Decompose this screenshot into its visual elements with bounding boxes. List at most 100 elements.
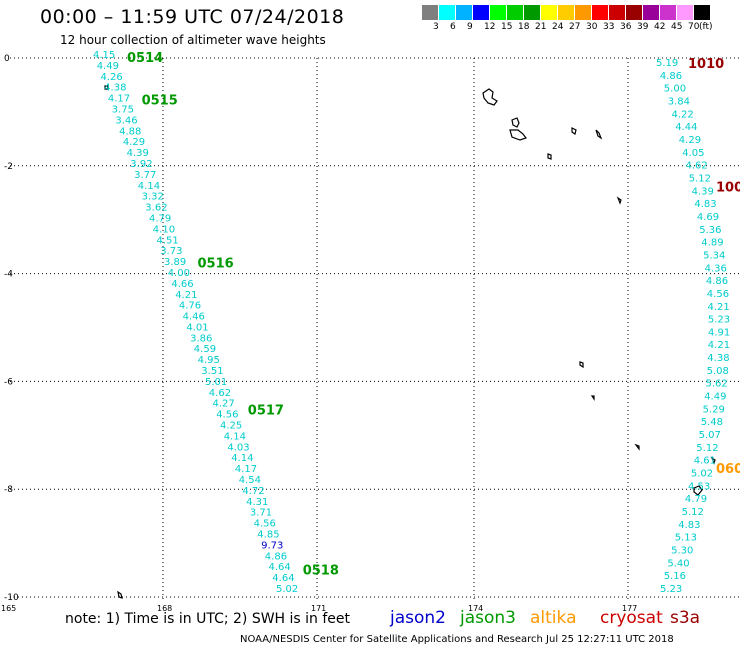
footer-credit: NOAA/NESDIS Center for Satellite Applica…	[240, 634, 674, 645]
legend-swatch	[592, 5, 608, 20]
swh-value: 3.84	[668, 97, 690, 108]
legend-label: 27	[569, 22, 581, 32]
island-markers	[104, 85, 716, 599]
x-tick-label: 174	[468, 604, 483, 613]
swh-value: 3.89	[164, 257, 186, 268]
swh-value: 4.49	[97, 61, 119, 72]
legend-label: 45	[671, 22, 683, 32]
swh-value: 4.17	[235, 464, 257, 475]
legend-swatch	[643, 5, 659, 20]
satellite-jason3: jason3	[460, 608, 516, 628]
swh-value: 4.03	[227, 442, 249, 453]
swh-value: 3.86	[190, 333, 212, 344]
swh-value: 5.23	[708, 315, 730, 326]
swh-value: 4.22	[672, 109, 694, 120]
legend-swatch	[558, 5, 574, 20]
time-label: 100	[716, 181, 740, 196]
swh-value: 4.15	[93, 50, 115, 61]
swh-value: 4.91	[708, 327, 730, 338]
legend-label: 33	[603, 22, 615, 32]
time-label: 0517	[248, 403, 284, 418]
legend-swatch	[626, 5, 642, 20]
time-label: 060	[716, 462, 740, 477]
legend-swatch	[609, 5, 625, 20]
swh-value: 5.48	[701, 417, 723, 428]
swh-value: 4.64	[272, 573, 294, 584]
swh-value: 4.83	[678, 520, 700, 531]
swh-value: 4.59	[194, 344, 216, 355]
swh-value: 4.39	[127, 148, 149, 159]
swh-value: 4.14	[231, 453, 253, 464]
x-tick-label: 165	[1, 604, 16, 613]
swh-value: 4.21	[708, 302, 730, 313]
swh-value: 5.02	[691, 469, 713, 480]
swh-value: 4.29	[679, 135, 701, 146]
legend-label: 18	[518, 22, 530, 32]
legend-label: 3	[433, 22, 439, 32]
island-outline	[710, 456, 716, 465]
swh-value: 4.26	[101, 72, 123, 83]
swh-value: 4.86	[265, 551, 287, 562]
swh-value: 4.76	[179, 301, 201, 312]
y-tick-label: 0	[4, 54, 10, 64]
island-outline	[104, 85, 109, 90]
satellite-altika: altika	[530, 608, 577, 628]
footer-note: note: 1) Time is in UTC; 2) SWH is in fe…	[65, 611, 351, 627]
island-outline	[547, 153, 552, 160]
swh-value: 4.56	[254, 519, 276, 530]
legend-swatch	[575, 5, 591, 20]
satellite-s3a: s3a	[670, 608, 701, 628]
swh-value: 4.64	[269, 562, 291, 573]
swh-value: 4.72	[242, 486, 264, 497]
island-outline	[117, 590, 123, 599]
swh-value: 4.39	[692, 186, 714, 197]
swh-value: 5.30	[671, 546, 693, 557]
x-tick-label: 168	[157, 604, 172, 613]
island-outline	[595, 129, 603, 140]
swh-value: 4.38	[104, 83, 126, 94]
swh-value: 3.51	[201, 366, 223, 377]
chart-subtitle: 12 hour collection of altimeter wave hei…	[60, 33, 326, 47]
time-label: 0514	[127, 51, 163, 66]
swh-value: 4.85	[257, 530, 279, 541]
swh-value: 4.05	[682, 148, 704, 159]
swh-value: 4.36	[705, 263, 727, 274]
swh-value: 4.49	[704, 392, 726, 403]
y-tick-label: -4	[4, 270, 13, 280]
swh-value: 4.83	[694, 199, 716, 210]
swh-value: 4.66	[171, 279, 193, 290]
y-tick-label: -8	[4, 485, 13, 495]
island-outline	[579, 361, 584, 369]
legend-swatch	[422, 5, 438, 20]
legend-swatch	[541, 5, 557, 20]
satellite-jason2: jason2	[390, 608, 446, 628]
swh-value: 3.75	[112, 105, 134, 116]
swh-value: 4.10	[153, 224, 175, 235]
swh-value: 5.19	[656, 58, 678, 69]
swh-value: 5.40	[667, 558, 689, 569]
swh-value: 4.62	[209, 388, 231, 399]
swh-value: 4.61	[694, 456, 716, 467]
legend-label: 21	[535, 22, 547, 32]
legend-label: 39	[637, 22, 649, 32]
island-outline	[511, 117, 520, 128]
island-outline	[482, 88, 498, 106]
legend-swatch	[490, 5, 506, 20]
swh-value: 5.08	[707, 366, 729, 377]
swh-value: 5.29	[703, 404, 725, 415]
swh-value: 4.46	[183, 312, 205, 323]
swh-value: 4.21	[708, 340, 730, 351]
swh-value: 5.34	[703, 250, 725, 261]
legend-swatch	[694, 5, 710, 20]
legend-label: 9	[467, 22, 473, 32]
swh-value: 5.00	[664, 84, 686, 95]
x-tick-label: 177	[622, 604, 637, 613]
island-outline	[693, 485, 703, 496]
swh-value: 5.36	[699, 225, 721, 236]
satellite-cryosat: cryosat	[600, 608, 663, 628]
x-tick-label: 171	[311, 604, 326, 613]
swh-value: 5.12	[682, 507, 704, 518]
swh-value: 4.51	[157, 235, 179, 246]
